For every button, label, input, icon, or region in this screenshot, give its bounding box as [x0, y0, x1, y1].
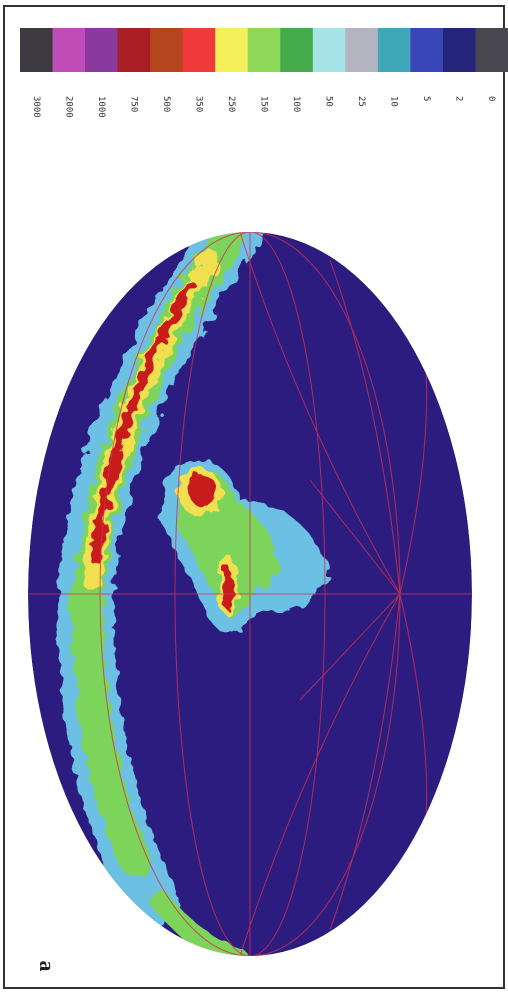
colorbar-label: 350: [193, 96, 203, 112]
colorbar-label: 10: [389, 96, 399, 107]
figure: 3000 2000 1000 750 500 350 250 150 100 50 25 10 5 2 0: [0, 0, 508, 993]
colorbar-label: 50: [324, 96, 334, 107]
page: {"colorbar": {"colors": ["#3c3a40", "#c0…: [0, 0, 508, 993]
colorbar-label: 750: [128, 96, 138, 112]
panel-label: a: [35, 961, 60, 972]
colorbar-label: 500: [161, 96, 171, 112]
colorbar-label: 150: [259, 96, 269, 112]
colorbar-swatch: [378, 28, 411, 72]
colorbar-swatch: [150, 28, 183, 72]
colorbar-swatch: [215, 28, 248, 72]
colorbar-label: 0: [486, 96, 496, 101]
colorbar-label: 100: [291, 96, 301, 112]
colorbar-swatch: [20, 28, 53, 72]
colorbar-swatch: [410, 28, 443, 72]
colorbar-label: 250: [226, 96, 236, 112]
colorbar-swatch: [443, 28, 476, 72]
colorbar-label: 2000: [63, 96, 73, 118]
colorbar-swatch: [85, 28, 118, 72]
colorbar-label: 3000: [31, 96, 41, 118]
colorbar-swatch: [53, 28, 86, 72]
colorbar-label: 1000: [96, 96, 106, 118]
colorbar-swatch: [345, 28, 378, 72]
colorbar-swatch: [248, 28, 281, 72]
colorbar-label: 5: [421, 96, 431, 101]
colorbar-label: 2: [454, 96, 464, 101]
sky-map: [28, 232, 472, 960]
colorbar-label: 25: [356, 96, 366, 107]
colorbar-swatch: [280, 28, 313, 72]
colorbar-swatch: [118, 28, 151, 72]
colorbar-swatch: [183, 28, 216, 72]
colorbar-swatch: [475, 28, 508, 72]
colorbar-swatch: [313, 28, 346, 72]
